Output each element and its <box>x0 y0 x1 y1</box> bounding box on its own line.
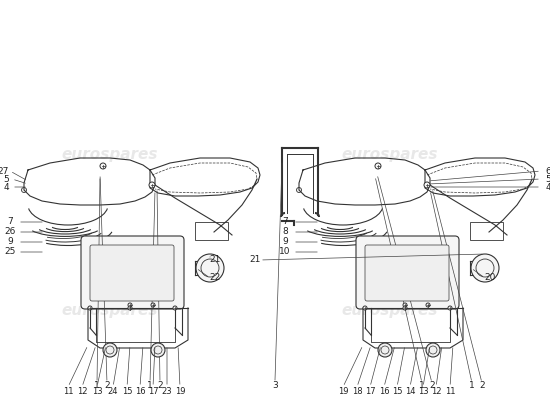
Text: 1: 1 <box>419 380 425 390</box>
Text: 2: 2 <box>479 380 485 390</box>
Text: 2: 2 <box>104 380 110 390</box>
Text: eurospares: eurospares <box>62 148 158 162</box>
Text: 15: 15 <box>392 388 402 396</box>
Text: 4: 4 <box>3 182 9 192</box>
Circle shape <box>100 163 106 169</box>
Circle shape <box>448 306 452 310</box>
Text: 17: 17 <box>148 388 158 396</box>
Text: 16: 16 <box>379 388 389 396</box>
Circle shape <box>103 343 117 357</box>
Circle shape <box>426 303 430 307</box>
Text: eurospares: eurospares <box>342 302 438 318</box>
FancyBboxPatch shape <box>356 236 459 309</box>
Text: 2: 2 <box>157 380 163 390</box>
Text: 16: 16 <box>135 388 145 396</box>
Text: 23: 23 <box>162 388 172 396</box>
Circle shape <box>128 303 132 307</box>
Text: 1: 1 <box>147 380 153 390</box>
Circle shape <box>21 188 26 192</box>
Circle shape <box>128 306 132 310</box>
Text: 21: 21 <box>249 256 261 264</box>
Text: eurospares: eurospares <box>62 302 158 318</box>
Text: 10: 10 <box>279 248 291 256</box>
Text: 13: 13 <box>417 388 428 396</box>
Circle shape <box>296 188 301 192</box>
FancyBboxPatch shape <box>81 236 184 309</box>
Text: 3: 3 <box>272 380 278 390</box>
Text: 20: 20 <box>485 274 496 282</box>
Text: 4: 4 <box>545 182 550 192</box>
Text: 26: 26 <box>4 228 16 236</box>
Circle shape <box>173 306 177 310</box>
Text: 15: 15 <box>122 388 132 396</box>
Text: 22: 22 <box>210 274 221 282</box>
Text: 21: 21 <box>210 256 221 264</box>
Text: 12: 12 <box>431 388 441 396</box>
Circle shape <box>151 303 155 307</box>
FancyBboxPatch shape <box>365 245 449 301</box>
Circle shape <box>403 306 407 310</box>
Circle shape <box>363 306 367 310</box>
Circle shape <box>88 306 92 310</box>
Circle shape <box>378 343 392 357</box>
Text: 1: 1 <box>94 380 100 390</box>
Text: 18: 18 <box>351 388 362 396</box>
Text: 19: 19 <box>338 388 348 396</box>
Circle shape <box>403 303 407 307</box>
Text: 24: 24 <box>108 388 118 396</box>
Text: 7: 7 <box>282 218 288 226</box>
Text: 2: 2 <box>429 380 435 390</box>
Text: 25: 25 <box>4 248 16 256</box>
Text: 19: 19 <box>175 388 185 396</box>
Text: 1: 1 <box>469 380 475 390</box>
Text: 14: 14 <box>405 388 415 396</box>
Text: eurospares: eurospares <box>342 148 438 162</box>
Text: 17: 17 <box>365 388 375 396</box>
Text: 6: 6 <box>545 166 550 176</box>
Circle shape <box>149 182 155 188</box>
Text: 5: 5 <box>3 174 9 184</box>
Text: 9: 9 <box>7 238 13 246</box>
Text: 11: 11 <box>445 388 455 396</box>
Text: 8: 8 <box>282 228 288 236</box>
Text: 5: 5 <box>545 174 550 184</box>
Text: 12: 12 <box>77 388 87 396</box>
Circle shape <box>424 182 430 188</box>
Text: 27: 27 <box>0 166 9 176</box>
Text: 7: 7 <box>7 218 13 226</box>
Circle shape <box>375 163 381 169</box>
FancyBboxPatch shape <box>90 245 174 301</box>
Circle shape <box>471 254 499 282</box>
Text: 9: 9 <box>282 238 288 246</box>
Circle shape <box>196 254 224 282</box>
Text: 11: 11 <box>63 388 73 396</box>
Circle shape <box>426 343 440 357</box>
Circle shape <box>151 343 165 357</box>
Text: 13: 13 <box>92 388 102 396</box>
